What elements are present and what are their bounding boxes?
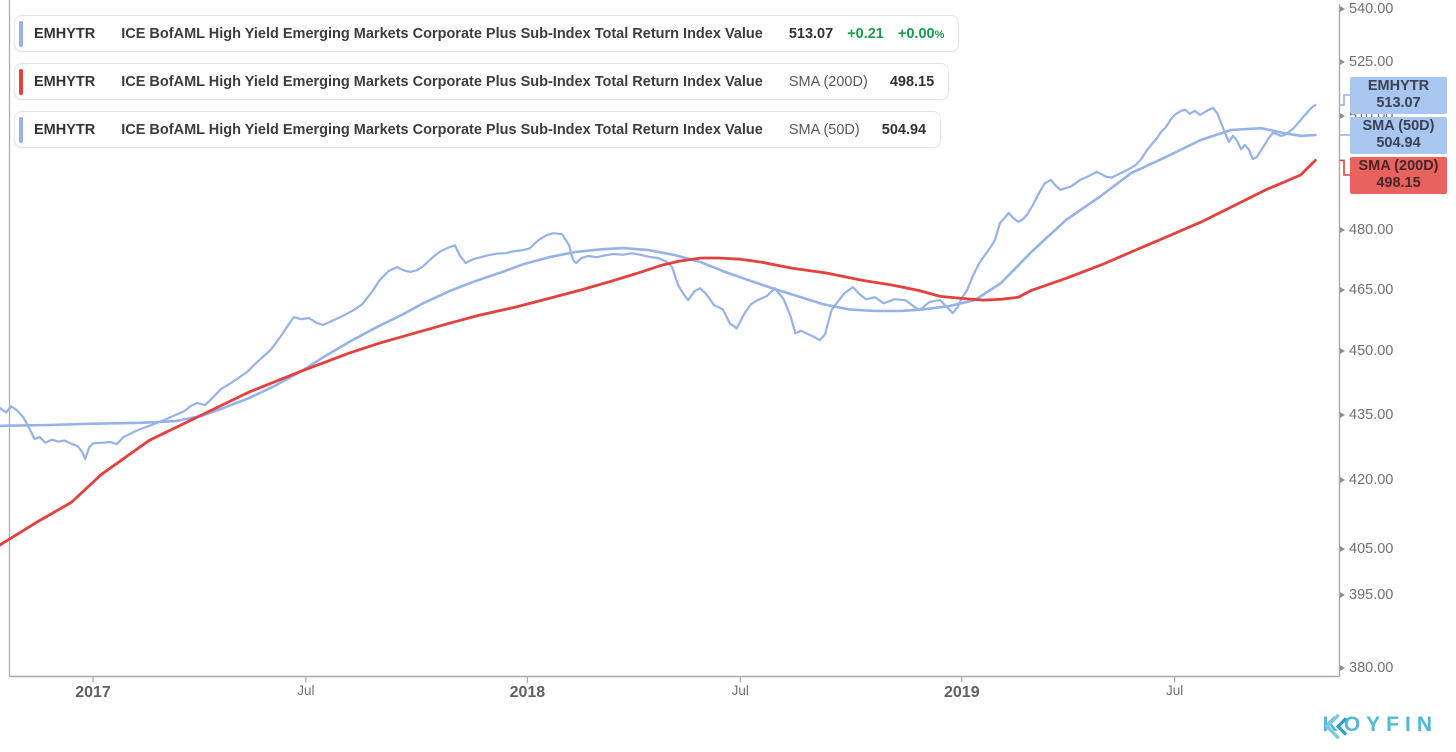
y-tick-arrow — [1340, 477, 1345, 484]
y-tick-arrow — [1340, 6, 1345, 13]
chart-legend: EMHYTR ICE BofAML High Yield Emerging Ma… — [14, 15, 960, 148]
change-percent: +0.00% — [897, 25, 945, 42]
badge-value: 504.94 — [1376, 135, 1421, 152]
y-axis-label-525: 525.00 — [1340, 53, 1393, 71]
sma200-label: SMA (200D) — [788, 73, 868, 90]
x-axis-label-2018: 2018 — [509, 684, 546, 701]
x-axis-label-jul: Jul — [297, 683, 315, 698]
y-axis-label-text: 395.00 — [1349, 587, 1394, 604]
badge-value: 513.07 — [1376, 95, 1421, 112]
last-value: 513.07 — [788, 25, 834, 42]
change-value: +0.21 — [847, 25, 884, 42]
sma50-series-color-bar — [19, 116, 23, 143]
badge-connector — [1339, 94, 1350, 106]
y-axis-label-text: 480.00 — [1349, 222, 1394, 239]
badge-value: 498.15 — [1376, 175, 1421, 192]
price-series-color-bar — [19, 20, 23, 47]
badge-connector — [1339, 159, 1350, 176]
x-axis-label-2019: 2019 — [944, 684, 980, 701]
koyfin-logo-text: KOYFIN — [1322, 713, 1438, 736]
price-badge-emhytr: EMHYTR 513.07 — [1350, 76, 1447, 114]
y-tick-arrow — [1340, 348, 1345, 355]
y-axis-label-text: 380.00 — [1349, 660, 1394, 677]
x-axis-label-jul: Jul — [1166, 683, 1184, 698]
y-axis-label-text: 465.00 — [1349, 281, 1394, 298]
sma50-value: 504.94 — [881, 121, 927, 138]
y-axis-label-480: 480.00 — [1340, 221, 1393, 239]
y-tick-arrow — [1340, 592, 1345, 599]
y-axis-label-text: 525.00 — [1349, 54, 1394, 70]
index-name: ICE BofAML High Yield Emerging Markets C… — [121, 25, 763, 42]
price-badge-sma-200d-: SMA (200D) 498.15 — [1350, 156, 1447, 194]
percent-sign: % — [934, 28, 945, 41]
legend-row-sma50[interactable]: EMHYTR ICE BofAML High Yield Emerging Ma… — [14, 111, 942, 148]
y-axis-label-465: 465.00 — [1340, 281, 1393, 299]
y-tick-arrow — [1340, 545, 1345, 552]
y-axis-label-540: 540.00 — [1340, 0, 1393, 18]
y-axis-label-405: 405.00 — [1340, 540, 1393, 558]
sma200-series-color-bar — [19, 68, 23, 95]
sma200-line — [0, 159, 1317, 547]
x-axis-label-jul: Jul — [731, 683, 749, 698]
y-axis-label-420: 420.00 — [1340, 471, 1393, 489]
ticker-symbol: EMHYTR — [34, 121, 96, 138]
koyfin-watermark: KOYFIN — [1322, 713, 1438, 740]
badge-label: SMA (50D) — [1362, 118, 1435, 135]
x-axis-label-2017: 2017 — [75, 684, 111, 701]
y-tick-arrow — [1340, 227, 1345, 234]
y-axis-label-395: 395.00 — [1340, 586, 1393, 604]
ticker-symbol: EMHYTR — [34, 25, 96, 42]
legend-row-sma200[interactable]: EMHYTR ICE BofAML High Yield Emerging Ma… — [14, 63, 950, 100]
y-tick-arrow — [1340, 59, 1345, 65]
badge-label: EMHYTR — [1367, 78, 1430, 95]
y-axis-label-text: 435.00 — [1349, 406, 1394, 423]
y-tick-arrow — [1340, 665, 1345, 672]
sma50-label: SMA (50D) — [788, 121, 860, 138]
y-axis-label-text: 420.00 — [1349, 472, 1394, 489]
y-tick-arrow — [1340, 286, 1345, 293]
sma200-value: 498.15 — [889, 73, 935, 90]
index-name: ICE BofAML High Yield Emerging Markets C… — [121, 73, 763, 90]
koyfin-logo-icon — [1324, 713, 1347, 740]
price-badge-sma-50d-: SMA (50D) 504.94 — [1350, 116, 1447, 154]
price-line — [0, 104, 1317, 461]
legend-row-price[interactable]: EMHYTR ICE BofAML High Yield Emerging Ma… — [14, 15, 960, 52]
y-axis-label-450: 450.00 — [1340, 342, 1393, 360]
y-axis-label-380: 380.00 — [1340, 659, 1393, 677]
index-name: ICE BofAML High Yield Emerging Markets C… — [121, 121, 763, 138]
y-axis-label-text: 540.00 — [1349, 1, 1394, 18]
y-axis-label-text: 450.00 — [1349, 343, 1394, 360]
y-axis-label-text: 405.00 — [1349, 540, 1394, 557]
y-axis-label-435: 435.00 — [1340, 406, 1393, 424]
ticker-symbol: EMHYTR — [34, 73, 96, 90]
y-tick-arrow — [1340, 411, 1345, 418]
sma50-line — [0, 126, 1317, 428]
badge-label: SMA (200D) — [1358, 158, 1439, 175]
y-tick-arrow — [1340, 113, 1345, 120]
